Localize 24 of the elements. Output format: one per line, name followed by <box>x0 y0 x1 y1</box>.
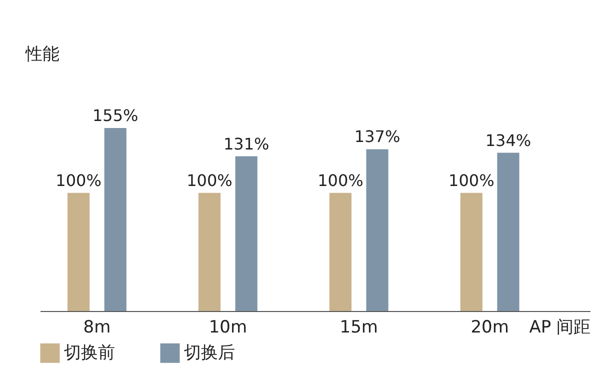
data-label: 100% <box>318 170 364 190</box>
x-tick-label: 8m <box>83 318 111 338</box>
legend-label: 切换后 <box>184 343 235 364</box>
bar <box>235 156 258 311</box>
bar <box>329 192 352 311</box>
data-label: 131% <box>223 134 270 154</box>
x-tick-label: 20m <box>470 318 509 338</box>
x-tick-label: 10m <box>208 318 248 338</box>
bar <box>198 192 221 311</box>
data-label: 134% <box>485 130 532 150</box>
x-axis-title: AP 间距 <box>529 318 590 338</box>
bar <box>104 128 126 311</box>
bar <box>460 192 482 311</box>
data-label: 137% <box>354 127 400 146</box>
bar <box>366 149 388 311</box>
data-label: 100% <box>448 170 494 190</box>
data-label: 100% <box>186 170 232 190</box>
legend-label: 切换前 <box>64 343 115 364</box>
x-tick-label: 15m <box>340 318 378 338</box>
y-axis-title: 性能 <box>24 44 60 64</box>
data-label: 100% <box>56 170 102 190</box>
bar <box>68 192 90 311</box>
bar <box>497 152 520 311</box>
data-label: 155% <box>92 106 138 125</box>
